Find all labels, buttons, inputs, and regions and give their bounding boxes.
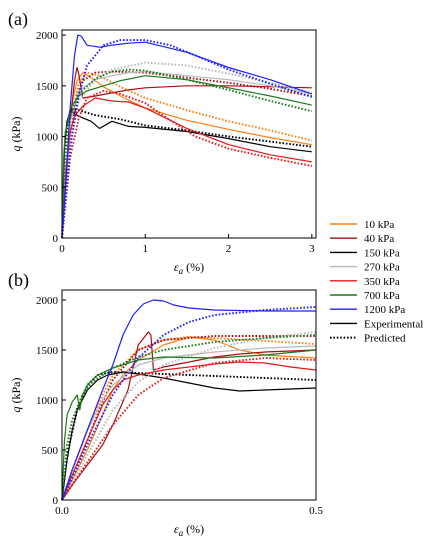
series-270-kpa-experimental [61,345,317,501]
legend-label: Experimental [364,318,423,330]
x-axis-symbol: ε [174,522,179,536]
legend-label: 10 kPa [364,219,394,231]
y-axis-unit: (kPa) [9,117,23,146]
y-axis-symbol: q [9,146,23,152]
y-axis-symbol: q [9,407,23,413]
y-tick-label: 1500 [36,81,59,93]
series-10-kpa-predicted [61,336,317,501]
panel-a: (a) 0 1 2 3 0 500 1000 1500 2000 εa (%) q (kPa) [8,9,317,276]
panel-label: (b) [8,270,29,291]
x-tick-label: 2 [226,243,232,255]
series-40-kpa-experimental [61,331,317,501]
x-tick-label: 0.0 [55,505,69,517]
x-tick-label: 0.5 [309,505,323,517]
series-700-kpa-experimental [61,75,312,239]
series-700-kpa-experimental [61,349,317,501]
series-350-kpa-predicted [61,357,317,501]
series-350-kpa-experimental [61,361,317,501]
legend-label: 700 kPa [364,290,400,302]
legend-label: 150 kPa [364,247,400,259]
legend-label: 1200 kPa [364,304,405,316]
x-axis-label: εa (%) [174,522,204,538]
series-150-kpa-predicted [61,109,312,239]
legend: 10 kPa 40 kPa 150 kPa 270 kPa 350 kPa 700 kPa… [330,219,423,345]
series-1200-kpa-predicted [61,39,313,239]
y-tick-label: 0 [53,495,59,507]
series-270-kpa-experimental [61,70,312,239]
plot-frame [61,29,317,239]
series-150-kpa-experimental [61,110,312,239]
x-axis-subscript: a [179,528,184,538]
x-tick-label: 0 [59,243,65,255]
series-150-kpa-experimental [61,371,317,501]
panel-b: (b) 0.0 0.5 0 500 1000 1500 2000 εa (%) q (kPa) [8,270,323,538]
series-40-kpa-experimental [61,66,312,239]
y-tick-label: 2000 [36,30,59,42]
x-axis-symbol: ε [174,260,179,274]
y-axis-label: q (kPa) [9,378,23,413]
x-tick-label: 3 [309,243,315,255]
legend-label: 40 kPa [364,233,394,245]
panel-label: (a) [8,9,28,30]
legend-label: Predicted [364,333,406,345]
y-tick-label: 0 [53,233,59,245]
y-tick-label: 1000 [36,395,59,407]
legend-label: 270 kPa [364,262,400,274]
plot-frame [61,289,317,501]
x-tick-label: 1 [143,243,149,255]
x-axis-unit: (%) [183,260,204,274]
y-axis-label: q (kPa) [9,117,23,152]
series-1200-kpa-experimental [61,34,312,239]
legend-label: 350 kPa [364,276,400,288]
series-270-kpa-predicted [61,61,313,239]
series-350-kpa-predicted [61,89,312,239]
y-tick-label: 2000 [36,295,59,307]
series-40-kpa-predicted [61,335,316,501]
y-tick-label: 500 [42,182,59,194]
y-tick-label: 1500 [36,345,59,357]
series-700-kpa-predicted [61,334,317,501]
x-axis-unit: (%) [183,522,204,536]
x-axis-subscript: a [179,266,184,276]
series-1200-kpa-experimental [61,299,316,501]
x-axis-label: εa (%) [174,260,204,276]
y-tick-label: 1000 [36,132,59,144]
series-10-kpa-predicted [61,71,313,239]
series-150-kpa-predicted [61,371,317,501]
series-350-kpa-experimental [61,97,312,239]
series-1200-kpa-predicted [61,306,317,501]
y-axis-unit: (kPa) [9,378,23,407]
y-tick-label: 500 [42,445,59,457]
